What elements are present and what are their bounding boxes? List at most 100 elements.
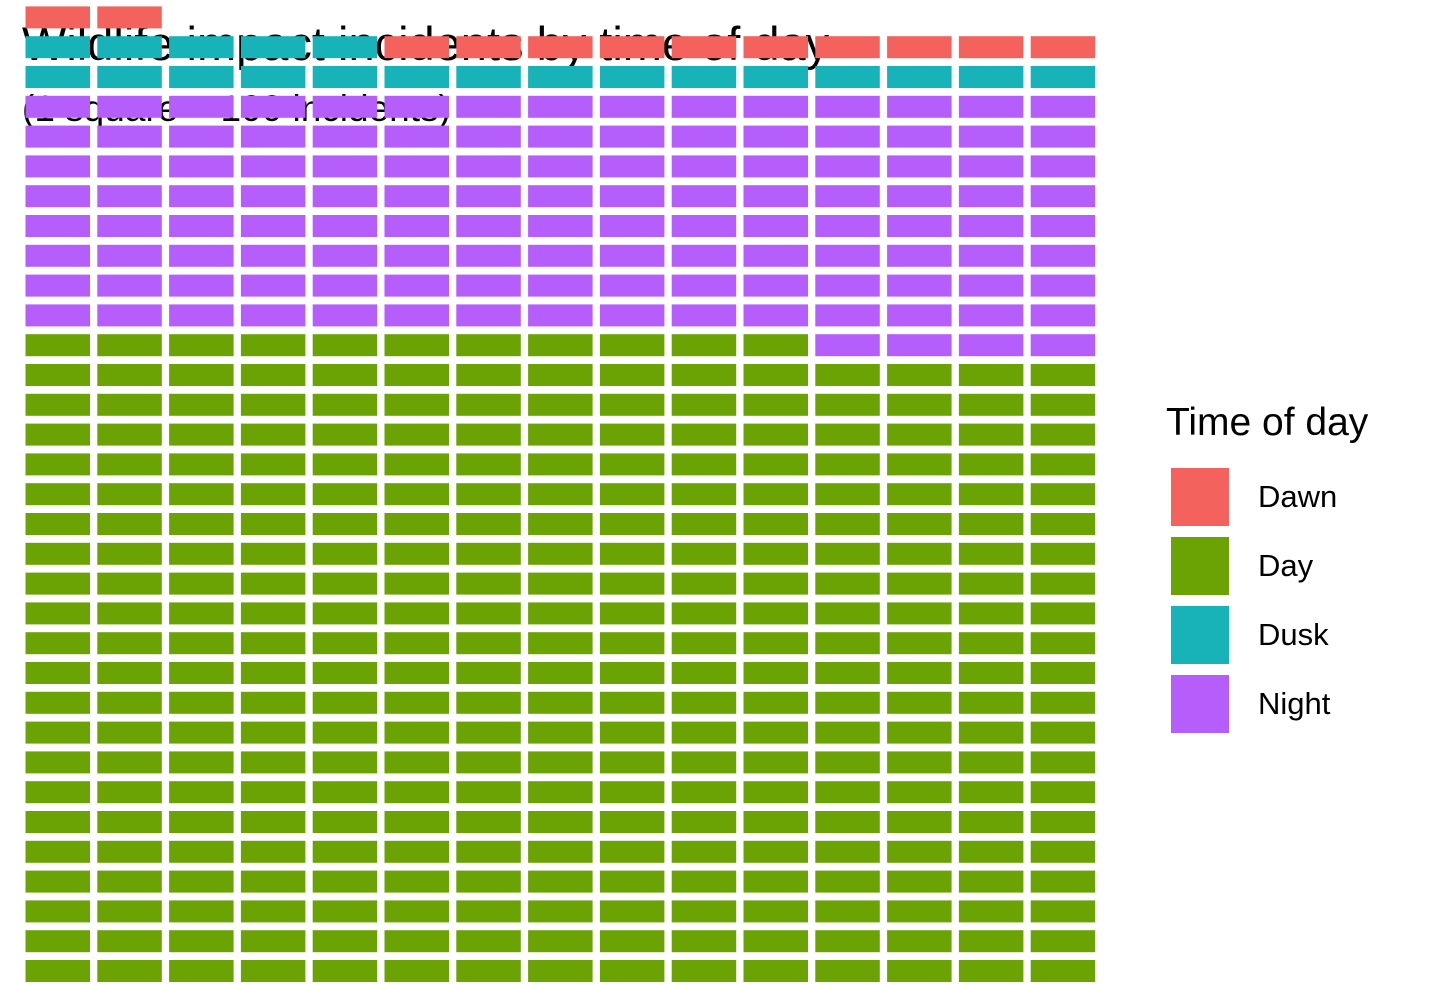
waffle-square-day (528, 840, 593, 863)
waffle-square-day (456, 572, 521, 595)
waffle-square-day (240, 453, 306, 476)
waffle-square-night (384, 274, 449, 297)
waffle-square-night (169, 125, 234, 148)
waffle-square-night (528, 125, 593, 148)
waffle-square-day (528, 721, 593, 744)
waffle-square-day (456, 662, 521, 684)
waffle-square-day (815, 751, 880, 774)
waffle-square-day (97, 393, 162, 416)
waffle-square-day (169, 662, 234, 684)
waffle-square-night (25, 125, 90, 148)
waffle-square-night (1030, 95, 1096, 118)
waffle-square-dusk (528, 66, 593, 88)
waffle-square-day (671, 483, 737, 506)
waffle-square-night (312, 95, 378, 118)
waffle-square-day (671, 572, 737, 595)
waffle-square-day (528, 900, 593, 923)
waffle-square-day (815, 840, 880, 863)
waffle-square-day (25, 542, 90, 565)
waffle-square-day (887, 662, 952, 684)
waffle-square-night (743, 155, 808, 178)
waffle-square-day (25, 513, 90, 535)
waffle-square-day (97, 781, 162, 804)
waffle-square-night (958, 95, 1024, 118)
waffle-square-day (958, 781, 1024, 804)
waffle-square-night (456, 95, 521, 118)
waffle-square-day (25, 870, 90, 893)
waffle-square-night (887, 95, 952, 118)
waffle-square-night (240, 95, 306, 118)
waffle-square-day (743, 393, 808, 416)
waffle-square-dawn (671, 36, 737, 59)
waffle-square-day (240, 423, 306, 446)
waffle-square-day (384, 900, 449, 923)
waffle-square-night (599, 304, 665, 327)
waffle-square-dawn (958, 36, 1024, 59)
waffle-square-day (887, 900, 952, 923)
waffle-square-day (958, 364, 1024, 386)
waffle-square-night (456, 155, 521, 178)
waffle-square-day (887, 870, 952, 893)
waffle-square-day (240, 393, 306, 416)
waffle-square-day (384, 334, 449, 357)
waffle-square-day (240, 364, 306, 386)
waffle-square-day (25, 721, 90, 744)
legend-item-dawn: Dawn (1166, 462, 1368, 531)
waffle-square-day (815, 721, 880, 744)
waffle-square-night (599, 155, 665, 178)
waffle-square-day (384, 632, 449, 655)
waffle-square-day (169, 781, 234, 804)
waffle-square-day (958, 662, 1024, 684)
waffle-square-night (456, 274, 521, 297)
waffle-square-dawn (743, 36, 808, 59)
waffle-square-day (743, 840, 808, 863)
waffle-square-night (169, 185, 234, 208)
waffle-square-day (456, 602, 521, 625)
waffle-square-day (958, 751, 1024, 774)
waffle-square-day (240, 781, 306, 804)
waffle-square-day (384, 691, 449, 714)
waffle-square-day (1030, 483, 1096, 506)
waffle-square-night (169, 244, 234, 267)
waffle-square-day (743, 930, 808, 953)
waffle-square-night (384, 215, 449, 237)
waffle-square-day (671, 423, 737, 446)
waffle-square-day (671, 513, 737, 535)
waffle-square-night (743, 125, 808, 148)
waffle-square-night (671, 304, 737, 327)
waffle-square-day (815, 632, 880, 655)
legend-label-dusk: Dusk (1258, 616, 1329, 652)
waffle-square-day (599, 721, 665, 744)
waffle-square-day (887, 751, 952, 774)
waffle-square-dusk (743, 66, 808, 88)
waffle-square-day (169, 811, 234, 833)
waffle-square-day (671, 691, 737, 714)
waffle-square-day (25, 751, 90, 774)
waffle-square-day (528, 393, 593, 416)
waffle-square-night (743, 244, 808, 267)
waffle-square-night (384, 304, 449, 327)
waffle-square-day (1030, 602, 1096, 625)
waffle-square-night (887, 215, 952, 237)
waffle-square-day (958, 453, 1024, 476)
waffle-square-day (169, 870, 234, 893)
waffle-square-day (743, 691, 808, 714)
waffle-square-day (97, 513, 162, 535)
waffle-square-day (528, 811, 593, 833)
legend-item-night: Night (1166, 669, 1368, 738)
waffle-square-day (599, 870, 665, 893)
waffle-square-day (169, 453, 234, 476)
waffle-square-day (169, 364, 234, 386)
waffle-square-day (456, 900, 521, 923)
waffle-square-day (1030, 870, 1096, 893)
waffle-square-day (599, 542, 665, 565)
waffle-square-night (1030, 125, 1096, 148)
legend-swatch-day (1171, 536, 1229, 595)
waffle-square-night (97, 125, 162, 148)
waffle-square-night (312, 185, 378, 208)
waffle-square-day (312, 960, 378, 982)
legend-swatch-night (1171, 674, 1229, 733)
waffle-square-day (169, 960, 234, 982)
waffle-square-day (97, 811, 162, 833)
waffle-square-night (384, 95, 449, 118)
